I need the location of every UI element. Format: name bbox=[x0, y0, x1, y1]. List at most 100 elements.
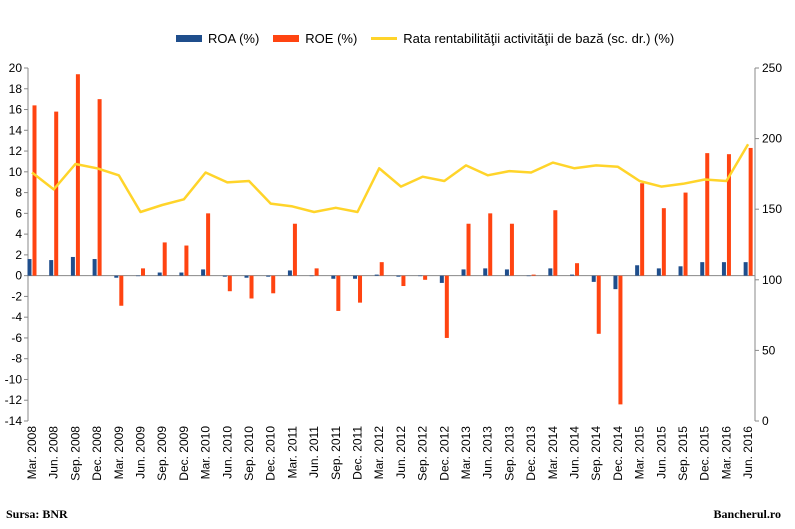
x-tick-label: Jun. 2009 bbox=[134, 426, 148, 479]
bar-roe bbox=[618, 275, 623, 405]
y-left-tick-label: 2 bbox=[15, 248, 22, 262]
bar-roa bbox=[374, 274, 379, 276]
bar-roa bbox=[526, 275, 531, 277]
bar-roa bbox=[179, 272, 184, 276]
x-tick-label: Dec. 2012 bbox=[437, 426, 451, 481]
x-tick-label: Mar. 2016 bbox=[719, 426, 733, 480]
bar-roa bbox=[27, 259, 32, 276]
y-left-tick-label: 0 bbox=[15, 269, 22, 283]
bar-roe bbox=[726, 154, 731, 276]
y-right-tick-label: 200 bbox=[762, 132, 782, 146]
x-tick-label: Sep. 2012 bbox=[416, 426, 430, 481]
bar-roa bbox=[656, 268, 661, 276]
bar-roe bbox=[119, 275, 124, 306]
bar-roa bbox=[136, 275, 141, 277]
bar-roe bbox=[184, 245, 189, 276]
brand-label: Bancherul.ro bbox=[713, 507, 781, 521]
y-left-tick-label: -10 bbox=[5, 372, 23, 386]
bar-roe bbox=[466, 223, 471, 276]
x-tick-label: Sep. 2008 bbox=[68, 426, 82, 481]
x-tick-label: Jun. 2012 bbox=[394, 426, 408, 479]
bar-roe bbox=[379, 262, 384, 276]
bar-roe bbox=[314, 268, 319, 276]
x-tick-label: Jun. 2015 bbox=[654, 426, 668, 479]
y-left-tick-label: -8 bbox=[11, 352, 22, 366]
bar-roa bbox=[157, 272, 162, 276]
y-right-tick-label: 0 bbox=[762, 414, 769, 428]
x-tick-label: Dec. 2008 bbox=[90, 426, 104, 481]
bar-roe bbox=[227, 275, 232, 292]
x-tick-label: Mar. 2011 bbox=[285, 426, 299, 479]
bar-roa bbox=[570, 274, 575, 276]
bar-roa bbox=[49, 260, 54, 276]
line-core-rate bbox=[31, 143, 750, 214]
y-left-tick-label: 18 bbox=[9, 82, 23, 96]
bar-roe bbox=[640, 183, 645, 276]
bar-roe bbox=[488, 213, 493, 276]
chart: -14-12-10-8-6-4-202468101214161820050100… bbox=[5, 61, 783, 481]
bar-roe bbox=[444, 275, 449, 338]
bar-roa bbox=[483, 268, 488, 276]
bar-roe bbox=[553, 210, 558, 276]
x-tick-label: Mar. 2013 bbox=[459, 426, 473, 480]
bar-roa bbox=[678, 266, 683, 276]
bar-roa bbox=[396, 275, 401, 277]
bar-roa bbox=[548, 268, 553, 276]
y-right-tick-label: 50 bbox=[762, 343, 776, 357]
y-left-tick-label: -14 bbox=[5, 414, 23, 428]
bar-roe bbox=[292, 223, 297, 276]
bar-roa bbox=[461, 269, 466, 276]
bar-roe bbox=[32, 105, 37, 276]
bar-roe bbox=[336, 275, 341, 311]
bar-roe bbox=[509, 223, 514, 276]
x-tick-label: Sep. 2014 bbox=[589, 426, 603, 481]
x-tick-label: Mar. 2014 bbox=[546, 426, 560, 480]
bar-roe bbox=[97, 99, 102, 276]
x-tick-label: Jun. 2008 bbox=[47, 426, 61, 479]
y-left-tick-label: -2 bbox=[11, 289, 22, 303]
bar-roa bbox=[309, 275, 314, 277]
y-left-tick-label: 8 bbox=[15, 186, 22, 200]
bar-roa bbox=[721, 262, 726, 276]
bar-roa bbox=[70, 256, 75, 276]
x-tick-label: Dec. 2011 bbox=[351, 426, 365, 480]
y-right-tick-label: 100 bbox=[762, 273, 782, 287]
x-tick-label: Jun. 2014 bbox=[568, 426, 582, 479]
bar-roa bbox=[504, 269, 509, 276]
x-tick-label: Jun. 2013 bbox=[481, 426, 495, 479]
y-left-tick-label: -6 bbox=[11, 331, 22, 345]
x-tick-label: Sep. 2010 bbox=[242, 426, 256, 481]
legend-item-core: Rata rentabilităţii activităţii de bază … bbox=[371, 31, 674, 46]
x-tick-label: Jun. 2016 bbox=[741, 426, 755, 479]
bar-roa bbox=[439, 275, 444, 283]
bar-roe bbox=[401, 275, 406, 287]
y-left-tick-label: -12 bbox=[5, 393, 23, 407]
x-tick-label: Dec. 2013 bbox=[524, 426, 538, 481]
legend-swatch-roa bbox=[176, 34, 202, 42]
bar-roe bbox=[575, 263, 580, 276]
bar-roa bbox=[114, 275, 119, 278]
y-left-tick-label: 16 bbox=[9, 103, 23, 117]
bar-roe bbox=[661, 208, 666, 276]
bar-roa bbox=[591, 275, 596, 282]
y-left-tick-label: 12 bbox=[9, 144, 23, 158]
legend-swatch-core bbox=[371, 36, 398, 40]
y-left-tick-label: 6 bbox=[15, 206, 22, 220]
bar-roe bbox=[423, 275, 428, 280]
x-tick-label: Sep. 2015 bbox=[676, 426, 690, 481]
x-tick-label: Sep. 2013 bbox=[502, 426, 516, 481]
y-left-tick-label: 20 bbox=[9, 61, 23, 75]
bar-roa bbox=[201, 269, 206, 276]
legend-item-roa: ROA (%) bbox=[176, 31, 259, 46]
x-tick-label: Dec. 2010 bbox=[264, 426, 278, 481]
legend-label-core: Rata rentabilităţii activităţii de bază … bbox=[403, 30, 675, 46]
bar-roe bbox=[75, 74, 80, 276]
bar-roa bbox=[266, 275, 271, 277]
bar-roe bbox=[249, 275, 254, 299]
bar-roe bbox=[683, 192, 688, 276]
bar-roe bbox=[271, 275, 276, 294]
bar-roe bbox=[705, 153, 710, 276]
x-tick-label: Mar. 2010 bbox=[199, 426, 213, 480]
legend-label-roa: ROA (%) bbox=[208, 30, 260, 46]
bar-roe bbox=[531, 274, 536, 276]
